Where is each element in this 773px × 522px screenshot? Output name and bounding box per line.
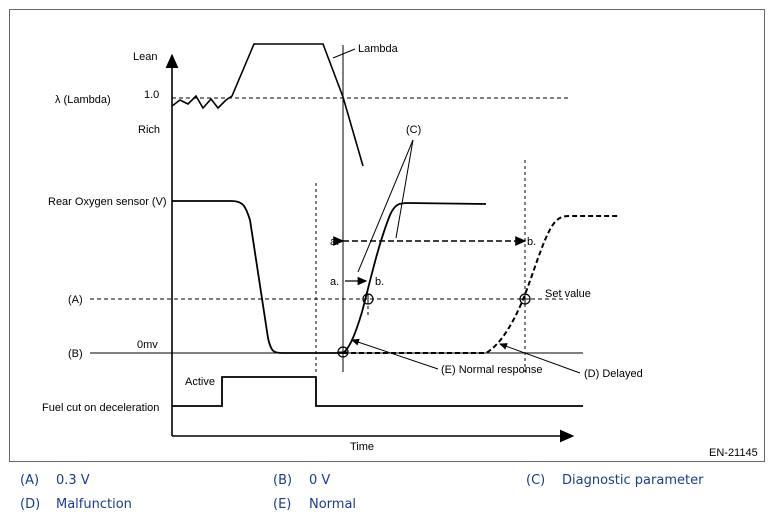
lean-label: Lean (133, 51, 157, 63)
legend-code: (C) (526, 473, 546, 488)
legend-code: (D) (20, 497, 41, 512)
legend-item-c: (C) Diagnostic parameter (526, 473, 703, 488)
a-lower-label: a. (330, 276, 339, 288)
fuel-cut-signal (172, 376, 583, 407)
one-point-zero-label: 1.0 (144, 89, 159, 101)
set-value-label: Set value (545, 288, 591, 300)
legend-text: Diagnostic parameter (562, 473, 704, 488)
legend-text: Malfunction (56, 497, 132, 512)
normal-response-leader (351, 338, 439, 370)
legend-item-a: (A) 0.3 V (20, 473, 90, 488)
diagram-frame (9, 9, 765, 462)
legend-item-b: (B) 0 V (273, 473, 330, 488)
c-marker-label: (C) (406, 124, 421, 136)
time-label: Time (350, 441, 374, 453)
lambda-curve (171, 43, 364, 167)
legend-text: 0.3 V (56, 473, 90, 488)
a-level-label: (A) (68, 294, 83, 306)
lambda-leader (332, 48, 356, 59)
legend-text: 0 V (309, 473, 331, 488)
legend-code: (E) (273, 497, 292, 512)
b-level-label: (B) (68, 348, 83, 360)
zero-mv-label: 0mv (137, 339, 158, 351)
legend-code: (A) (20, 473, 40, 488)
normal-response-label: (E) Normal response (441, 364, 542, 376)
b-lower-label: b. (375, 276, 384, 288)
active-label: Active (185, 376, 215, 388)
legend-item-d: (D) Malfunction (20, 497, 132, 512)
legend-item-e: (E) Normal (273, 497, 356, 512)
lambda-curve-label: Lambda (358, 43, 399, 55)
delayed-label: (D) Delayed (584, 368, 643, 380)
a-upper-label: a. (330, 236, 339, 248)
legend-text: Normal (309, 497, 357, 512)
c-leader-1 (357, 139, 414, 273)
rear-o2-normal-curve (172, 200, 487, 354)
b-upper-label: b. (527, 236, 536, 248)
delayed-leader (499, 343, 581, 374)
figure-id: EN-21145 (709, 447, 758, 459)
legend-code: (B) (273, 473, 293, 488)
lambda-axis-label: λ (Lambda) (55, 94, 111, 106)
rear-o2-label: Rear Oxygen sensor (V) (48, 196, 167, 208)
rear-o2-delayed-curve (343, 215, 618, 354)
rich-label: Rich (138, 124, 160, 136)
c-leader-2 (395, 139, 414, 239)
fuel-cut-label: Fuel cut on deceleration (42, 402, 159, 414)
